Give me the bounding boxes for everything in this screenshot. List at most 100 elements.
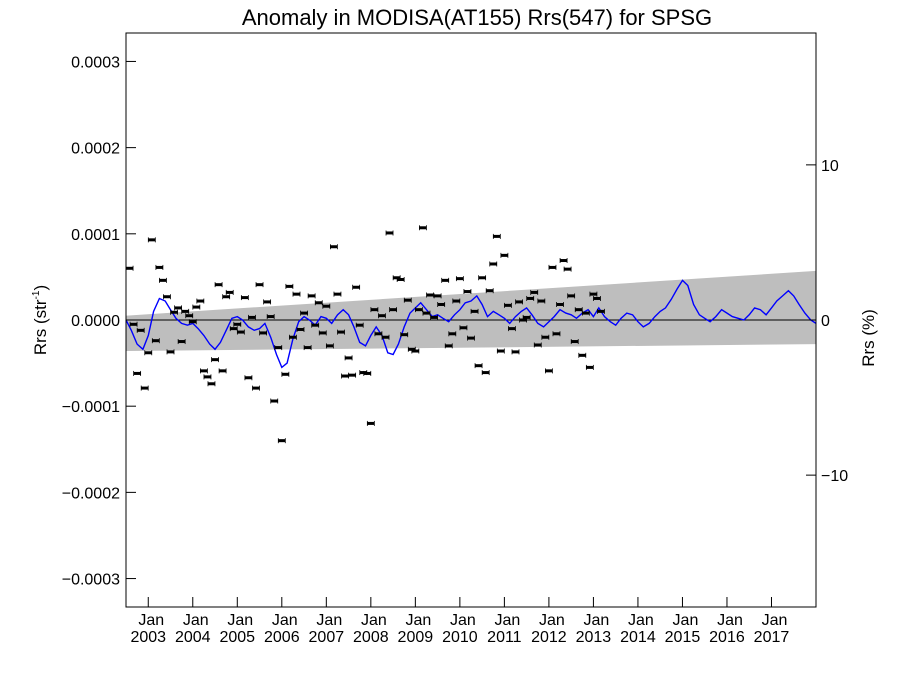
data-point <box>125 265 134 271</box>
x-tick-year-label: 2007 <box>309 629 345 646</box>
data-point-bar <box>159 278 167 282</box>
data-point-bar <box>322 304 330 308</box>
data-point-bar <box>508 327 516 331</box>
data-point <box>593 295 601 301</box>
data-point <box>244 375 253 381</box>
data-point <box>218 368 227 374</box>
data-point <box>389 307 397 313</box>
data-point <box>348 372 357 378</box>
data-point <box>589 291 598 297</box>
data-point <box>303 345 312 351</box>
data-point-bar <box>382 335 390 339</box>
data-point <box>300 310 308 316</box>
data-point <box>263 299 272 305</box>
data-point <box>463 289 472 295</box>
data-point-bar <box>404 298 412 302</box>
x-tick-year-label: 2004 <box>175 629 211 646</box>
data-point-bar <box>241 296 249 300</box>
data-point <box>585 364 594 370</box>
data-point-bar <box>393 276 401 280</box>
data-point-bar <box>363 371 371 375</box>
data-point-bar <box>270 399 278 403</box>
data-point-bar <box>304 346 312 350</box>
data-point <box>552 331 561 337</box>
data-point-bar <box>178 340 186 344</box>
data-point <box>170 309 178 315</box>
data-point <box>136 327 145 333</box>
data-point <box>396 276 405 282</box>
data-point-bar <box>311 323 319 327</box>
data-point-bar <box>534 343 542 347</box>
data-point-bar <box>203 375 211 379</box>
data-point-bar <box>374 332 382 336</box>
data-point-bar <box>252 386 260 390</box>
data-point-bar <box>552 332 560 336</box>
data-point-bar <box>207 382 215 386</box>
x-tick-month-label: Jan <box>762 612 788 629</box>
data-point-bar <box>586 365 594 369</box>
data-point <box>352 284 361 290</box>
data-point <box>541 334 550 340</box>
smoothed-line-layer <box>125 279 817 369</box>
data-point-bar <box>497 349 505 353</box>
data-point <box>259 330 268 336</box>
data-point-bar <box>308 294 316 298</box>
x-tick-year-label: 2011 <box>487 629 522 646</box>
data-point-bar <box>130 322 138 326</box>
data-point <box>200 368 208 374</box>
x-tick-year-label: 2014 <box>620 629 656 646</box>
data-point-bar <box>582 311 590 315</box>
data-point-bar <box>330 245 338 249</box>
y2-axis-ticks: 10 0 −10 <box>806 158 848 485</box>
data-point <box>155 264 164 270</box>
data-point <box>222 294 231 300</box>
data-point-bar <box>333 292 341 296</box>
data-point <box>307 293 316 299</box>
data-point-bar <box>489 262 497 266</box>
data-point <box>415 307 423 313</box>
x-tick-month-label: Jan <box>183 612 209 629</box>
data-point-bar <box>422 311 430 315</box>
data-point-bar <box>426 293 434 297</box>
data-point-bar <box>456 277 464 281</box>
data-point <box>403 297 412 303</box>
data-point <box>563 266 572 272</box>
data-point-bar <box>548 265 556 269</box>
data-point <box>174 305 182 311</box>
x-tick-month-label: Jan <box>539 612 565 629</box>
data-point <box>192 304 201 310</box>
data-point <box>341 373 349 379</box>
data-point-bar <box>571 340 579 344</box>
data-point <box>485 288 494 294</box>
data-point <box>433 293 442 299</box>
y2-axis-title: Rrs (%) <box>859 309 878 367</box>
data-point <box>467 335 475 341</box>
data-point-bar <box>430 315 438 319</box>
data-point <box>366 420 375 426</box>
data-point-bar <box>237 330 245 334</box>
data-point-bar <box>285 284 293 288</box>
data-point-bar <box>389 308 397 312</box>
data-point-bar <box>126 266 134 270</box>
y-tick-label: −0.0001 <box>62 399 120 416</box>
data-point-bar <box>370 308 378 312</box>
data-point-bar <box>512 350 520 354</box>
x-tick-month-label: Jan <box>316 612 342 629</box>
data-point-bar <box>345 356 353 360</box>
data-point <box>177 339 186 345</box>
data-point <box>545 368 553 374</box>
data-point <box>363 370 372 376</box>
data-point-bar <box>337 330 345 334</box>
data-point-bar <box>589 292 597 296</box>
x-tick-month-label: Jan <box>227 612 253 629</box>
data-point <box>444 343 453 349</box>
data-point <box>559 258 568 264</box>
x-tick-month-label: Jan <box>138 612 164 629</box>
y-tick-label: −0.0003 <box>62 572 120 589</box>
x-axis-ticks: Jan2003Jan2004Jan2005Jan2006Jan2007Jan20… <box>130 597 789 646</box>
data-point <box>556 301 564 307</box>
x-tick-month-label: Jan <box>717 612 743 629</box>
data-point-bar <box>167 350 175 354</box>
data-point <box>318 330 327 336</box>
data-point-bar <box>267 315 275 319</box>
